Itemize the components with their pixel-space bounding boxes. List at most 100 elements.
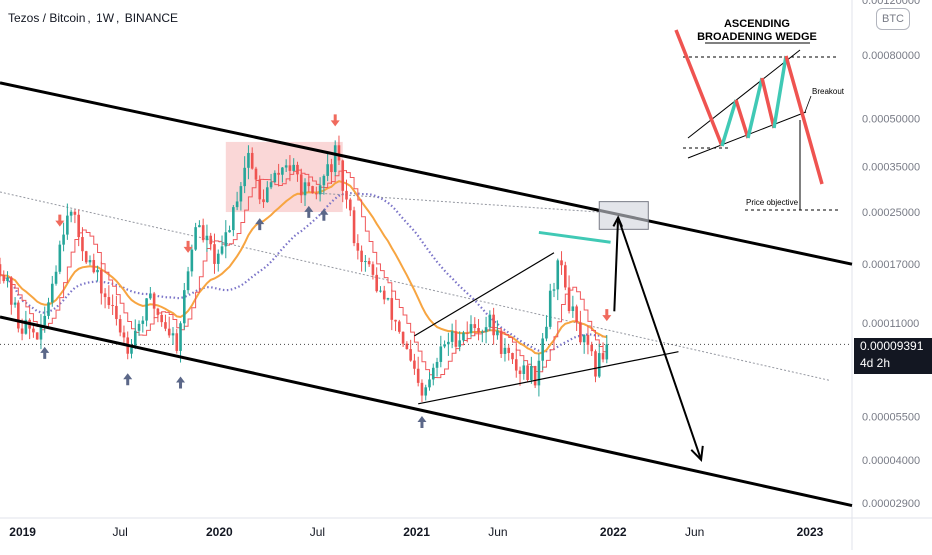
candle <box>77 209 80 247</box>
candle-body <box>375 274 378 292</box>
symbol-name: Tezos / Bitcoin <box>8 11 86 25</box>
candle-body <box>118 319 122 333</box>
candle-body <box>190 249 194 272</box>
candles-group <box>0 135 609 402</box>
candle-body <box>469 324 473 334</box>
exchange-label: BINANCE <box>124 11 179 25</box>
candle-body <box>2 274 6 282</box>
candle <box>118 314 122 337</box>
candle-body <box>356 243 360 251</box>
candle <box>141 316 145 333</box>
candle <box>262 189 265 208</box>
candle-countdown: 4d 2h <box>860 356 891 370</box>
candle <box>164 314 167 332</box>
candle-body <box>416 368 420 383</box>
candle-body <box>590 344 594 352</box>
candle-body <box>288 165 292 171</box>
candle-body <box>69 211 73 216</box>
inset-upper-line <box>687 49 801 139</box>
candle <box>356 234 360 260</box>
candle <box>352 206 356 247</box>
candle-body <box>575 306 578 323</box>
candle-body <box>552 289 556 291</box>
candle <box>149 287 152 300</box>
candle <box>530 356 533 384</box>
candle <box>333 140 337 177</box>
candle-body <box>465 332 469 334</box>
candle <box>167 316 171 338</box>
candle <box>239 182 243 211</box>
candle <box>379 286 382 293</box>
candle <box>398 319 401 334</box>
candle <box>254 166 258 187</box>
candle <box>288 155 292 182</box>
candle <box>39 314 43 350</box>
candle-body <box>50 283 54 303</box>
projection-up-arrowhead <box>612 215 624 228</box>
candle <box>499 328 503 358</box>
candle-body <box>269 182 273 188</box>
candle-body <box>107 297 111 306</box>
candle <box>269 173 273 190</box>
candle <box>341 159 345 203</box>
candle-body <box>243 167 246 187</box>
candle-body <box>594 351 597 377</box>
candle <box>133 319 137 350</box>
candle-body <box>413 360 416 369</box>
candle <box>367 257 371 267</box>
candle <box>243 156 246 194</box>
candle-body <box>492 314 495 336</box>
candle-body <box>84 251 88 263</box>
candle-body <box>122 332 126 338</box>
candle <box>96 265 99 282</box>
candle <box>575 304 578 332</box>
candle <box>586 325 590 355</box>
down-arrow-marker <box>55 214 65 227</box>
candle-body <box>560 260 563 266</box>
candle <box>326 152 329 182</box>
candle-body <box>152 293 156 309</box>
candle <box>175 328 179 354</box>
candle <box>507 344 511 361</box>
candle-body <box>35 332 39 340</box>
candle <box>439 335 443 368</box>
candle <box>156 307 160 323</box>
candle-body <box>526 365 529 380</box>
candle <box>277 163 280 187</box>
candle <box>518 366 522 386</box>
candle <box>111 294 114 315</box>
candle-body <box>239 186 243 202</box>
candle <box>216 249 220 272</box>
candle-body <box>220 246 224 254</box>
candle-body <box>303 182 307 196</box>
up-arrow-marker <box>176 376 186 389</box>
candle <box>115 295 118 326</box>
candle <box>594 349 597 383</box>
candle-body <box>149 293 152 299</box>
candle <box>443 340 446 349</box>
candle-body <box>175 333 179 351</box>
candle <box>548 283 552 330</box>
candle-body <box>601 353 605 360</box>
y-tick-label: 0.00005500 <box>862 412 920 424</box>
candle <box>484 316 488 344</box>
candle <box>88 255 92 266</box>
x-tick-label: Jul <box>113 525 128 539</box>
up-arrow-marker <box>123 373 133 386</box>
candle-body <box>541 338 544 361</box>
candle <box>186 266 190 294</box>
candle <box>435 357 439 377</box>
candle-body <box>133 330 137 348</box>
candle <box>201 218 205 243</box>
candle-body <box>81 237 84 252</box>
candle-body <box>318 185 322 195</box>
candle <box>416 356 420 387</box>
candle <box>492 307 495 345</box>
currency-badge[interactable]: BTC <box>876 8 910 30</box>
candle <box>605 335 609 364</box>
candle-body <box>137 323 141 331</box>
candle <box>13 297 17 308</box>
candle-body <box>514 359 518 371</box>
